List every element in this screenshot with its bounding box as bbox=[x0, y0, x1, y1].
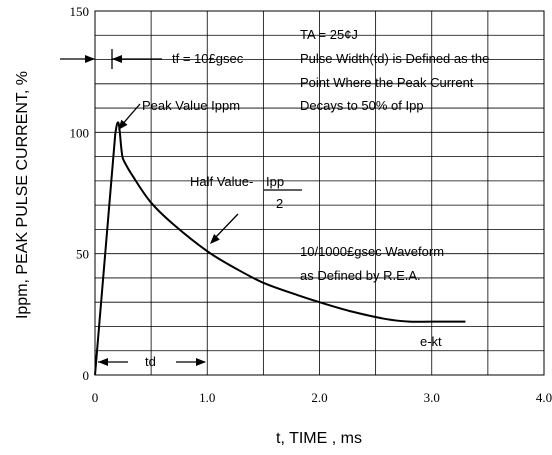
annotation-arrows bbox=[60, 49, 302, 366]
td-arrow-left-head bbox=[98, 358, 108, 366]
x-tick-label: 2.0 bbox=[311, 390, 327, 405]
pulse-width-line2: Point Where the Peak Current bbox=[300, 75, 474, 90]
waveform-line1: 10/1000£gsec Waveform bbox=[300, 244, 444, 259]
x-tick-label: 3.0 bbox=[424, 390, 440, 405]
td-arrow-right-head bbox=[196, 358, 206, 366]
half-value-numerator: Ipp bbox=[266, 174, 284, 189]
half-value-label: Half Value- bbox=[190, 174, 253, 189]
y-tick-label: 0 bbox=[83, 368, 90, 383]
y-axis-label: Ippm, PEAK PULSE CURRENT, % bbox=[14, 71, 31, 319]
half-value-arrow-line bbox=[213, 213, 239, 240]
ekt-label: e-kt bbox=[420, 334, 442, 349]
x-tick-label: 1.0 bbox=[199, 390, 215, 405]
grid-lines bbox=[95, 11, 544, 375]
y-tick-label: 150 bbox=[70, 4, 90, 19]
half-value-denominator: 2 bbox=[276, 196, 283, 211]
peak-value-label: Peak Value Ippm bbox=[142, 98, 240, 113]
x-tick-label: 0 bbox=[92, 390, 99, 405]
y-tick-label: 100 bbox=[70, 125, 90, 140]
tf-arrow-left-head bbox=[85, 55, 95, 63]
half-value-arrow-head bbox=[210, 234, 220, 244]
tf-label: tf = 10£gsec bbox=[172, 51, 244, 66]
x-tick-label: 4.0 bbox=[536, 390, 552, 405]
tick-labels: 0 1.0 2.0 3.0 4.0 0 50 100 150 bbox=[70, 4, 552, 405]
td-label: td bbox=[145, 354, 156, 369]
pulse-width-line1: Pulse Width(td) is Defined as the bbox=[300, 51, 489, 66]
y-tick-label: 50 bbox=[76, 247, 89, 262]
plot-frame bbox=[94, 10, 545, 376]
waveform-line2: as Defined by R.E.A. bbox=[300, 268, 421, 283]
peak-arrow-head bbox=[118, 119, 128, 130]
ta-label: TA = 25¢J bbox=[300, 27, 358, 42]
waveform-curve bbox=[94, 121, 466, 376]
x-axis-label: t, TIME , ms bbox=[276, 430, 362, 447]
pulse-width-line3: Decays to 50% of Ipp bbox=[300, 98, 424, 113]
tf-arrow-right-head bbox=[112, 55, 122, 63]
